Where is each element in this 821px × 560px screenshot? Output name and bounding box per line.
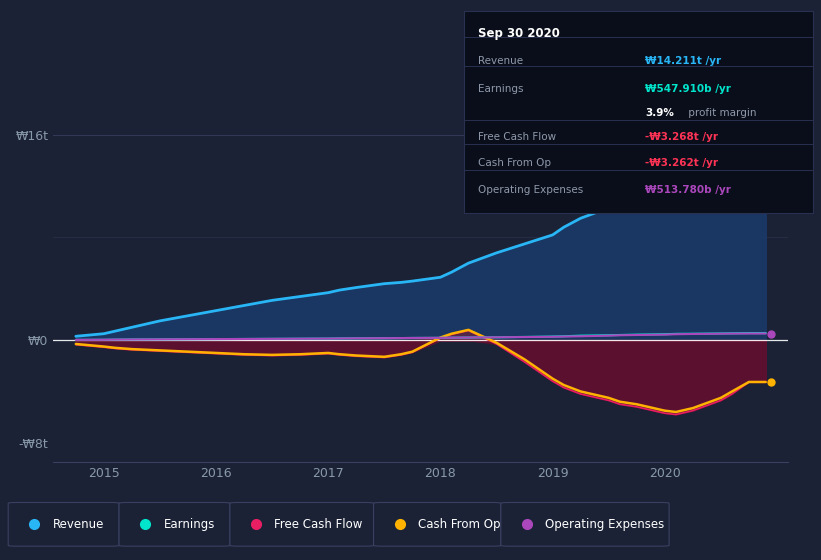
Text: ₩513.780b /yr: ₩513.780b /yr — [645, 185, 732, 194]
FancyBboxPatch shape — [501, 502, 669, 546]
Text: Free Cash Flow: Free Cash Flow — [478, 132, 556, 142]
Text: 3.9%: 3.9% — [645, 108, 674, 118]
Text: -₩3.268t /yr: -₩3.268t /yr — [645, 132, 718, 142]
FancyBboxPatch shape — [8, 502, 119, 546]
Text: Earnings: Earnings — [478, 84, 523, 94]
FancyBboxPatch shape — [374, 502, 501, 546]
Text: ₩14.211t /yr: ₩14.211t /yr — [645, 55, 722, 66]
FancyBboxPatch shape — [230, 502, 374, 546]
Text: Operating Expenses: Operating Expenses — [545, 518, 664, 531]
Text: Sep 30 2020: Sep 30 2020 — [478, 27, 560, 40]
Text: Operating Expenses: Operating Expenses — [478, 185, 583, 194]
Text: profit margin: profit margin — [686, 108, 757, 118]
Text: ₩547.910b /yr: ₩547.910b /yr — [645, 84, 732, 94]
Text: Cash From Op: Cash From Op — [478, 158, 551, 169]
Text: Revenue: Revenue — [478, 55, 523, 66]
Text: Revenue: Revenue — [53, 518, 104, 531]
FancyBboxPatch shape — [119, 502, 230, 546]
Text: Free Cash Flow: Free Cash Flow — [274, 518, 363, 531]
Text: Earnings: Earnings — [163, 518, 215, 531]
Text: Cash From Op: Cash From Op — [418, 518, 500, 531]
Text: -₩3.262t /yr: -₩3.262t /yr — [645, 158, 718, 169]
